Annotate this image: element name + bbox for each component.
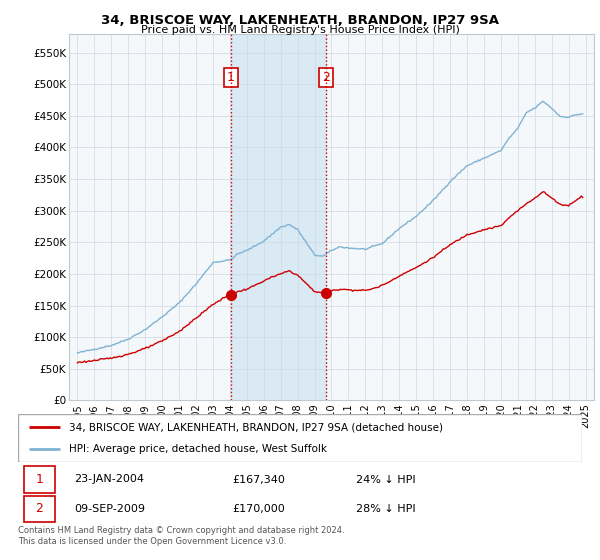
Text: 34, BRISCOE WAY, LAKENHEATH, BRANDON, IP27 9SA (detached house): 34, BRISCOE WAY, LAKENHEATH, BRANDON, IP… — [69, 422, 443, 432]
Text: 09-SEP-2009: 09-SEP-2009 — [74, 504, 145, 514]
FancyBboxPatch shape — [23, 496, 55, 522]
Text: 1: 1 — [227, 71, 235, 84]
Text: 1: 1 — [35, 473, 43, 486]
FancyBboxPatch shape — [23, 466, 55, 493]
Text: £167,340: £167,340 — [232, 474, 285, 484]
Text: 2: 2 — [35, 502, 43, 515]
Text: 34, BRISCOE WAY, LAKENHEATH, BRANDON, IP27 9SA: 34, BRISCOE WAY, LAKENHEATH, BRANDON, IP… — [101, 14, 499, 27]
Text: 24% ↓ HPI: 24% ↓ HPI — [356, 474, 416, 484]
Text: 2: 2 — [322, 71, 330, 84]
Bar — [231, 34, 326, 400]
Text: £170,000: £170,000 — [232, 504, 285, 514]
Text: Price paid vs. HM Land Registry's House Price Index (HPI): Price paid vs. HM Land Registry's House … — [140, 25, 460, 35]
FancyBboxPatch shape — [18, 414, 582, 462]
Text: 23-JAN-2004: 23-JAN-2004 — [74, 474, 145, 484]
Text: 28% ↓ HPI: 28% ↓ HPI — [356, 504, 416, 514]
Text: Contains HM Land Registry data © Crown copyright and database right 2024.
This d: Contains HM Land Registry data © Crown c… — [18, 526, 344, 546]
Text: HPI: Average price, detached house, West Suffolk: HPI: Average price, detached house, West… — [69, 444, 327, 454]
